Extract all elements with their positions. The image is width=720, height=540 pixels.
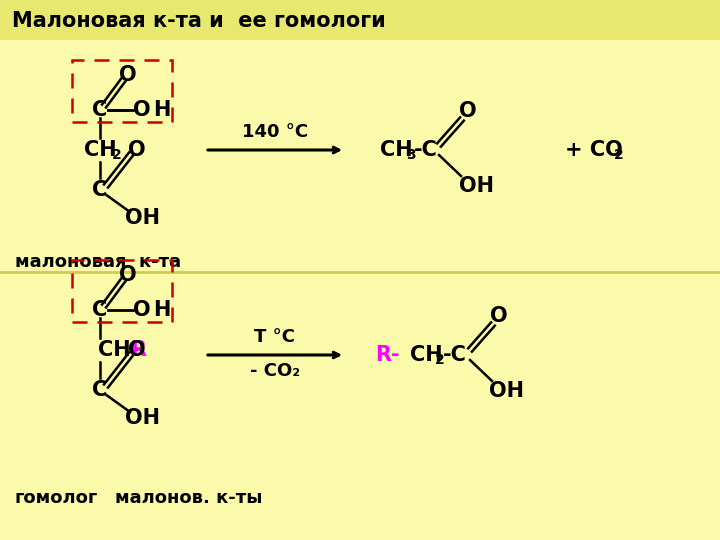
Text: CH: CH — [84, 140, 117, 160]
Text: гомолог: гомолог — [15, 489, 98, 507]
Text: + CO: + CO — [565, 140, 623, 160]
Text: 2: 2 — [435, 353, 445, 367]
Text: O: O — [490, 306, 508, 326]
Text: 140 °C: 140 °C — [242, 123, 308, 141]
Text: C: C — [92, 100, 107, 120]
Text: R-: R- — [375, 345, 400, 365]
Text: Малоновая к-та и  ее гомологи: Малоновая к-та и ее гомологи — [12, 11, 386, 31]
Text: 3: 3 — [406, 148, 415, 162]
Text: O: O — [459, 101, 477, 121]
Text: малонов. к-ты: малонов. к-ты — [115, 489, 263, 507]
Text: O: O — [133, 100, 150, 120]
Text: -C: -C — [443, 345, 467, 365]
Text: малоновая  к-та: малоновая к-та — [15, 253, 181, 271]
Text: O: O — [120, 265, 137, 285]
Text: CH: CH — [380, 140, 413, 160]
Text: O: O — [128, 140, 146, 160]
Text: OH: OH — [459, 176, 493, 196]
Text: OH: OH — [125, 208, 161, 228]
Text: OH: OH — [125, 408, 161, 428]
Text: O: O — [128, 340, 146, 360]
Text: R: R — [130, 340, 146, 360]
Text: T °C: T °C — [254, 328, 295, 346]
Text: O: O — [133, 300, 150, 320]
Text: CH-: CH- — [98, 340, 139, 360]
Text: O: O — [120, 65, 137, 85]
Text: 2: 2 — [614, 148, 624, 162]
Text: 2: 2 — [112, 148, 122, 162]
Text: OH: OH — [490, 381, 524, 401]
Text: C: C — [92, 180, 107, 200]
Text: C: C — [92, 300, 107, 320]
Text: CH: CH — [410, 345, 443, 365]
Text: H: H — [153, 100, 171, 120]
Bar — [0, 0, 720, 40]
Text: - CO₂: - CO₂ — [250, 362, 300, 380]
Text: H: H — [153, 300, 171, 320]
Text: -C: -C — [414, 140, 438, 160]
Text: C: C — [92, 380, 107, 400]
